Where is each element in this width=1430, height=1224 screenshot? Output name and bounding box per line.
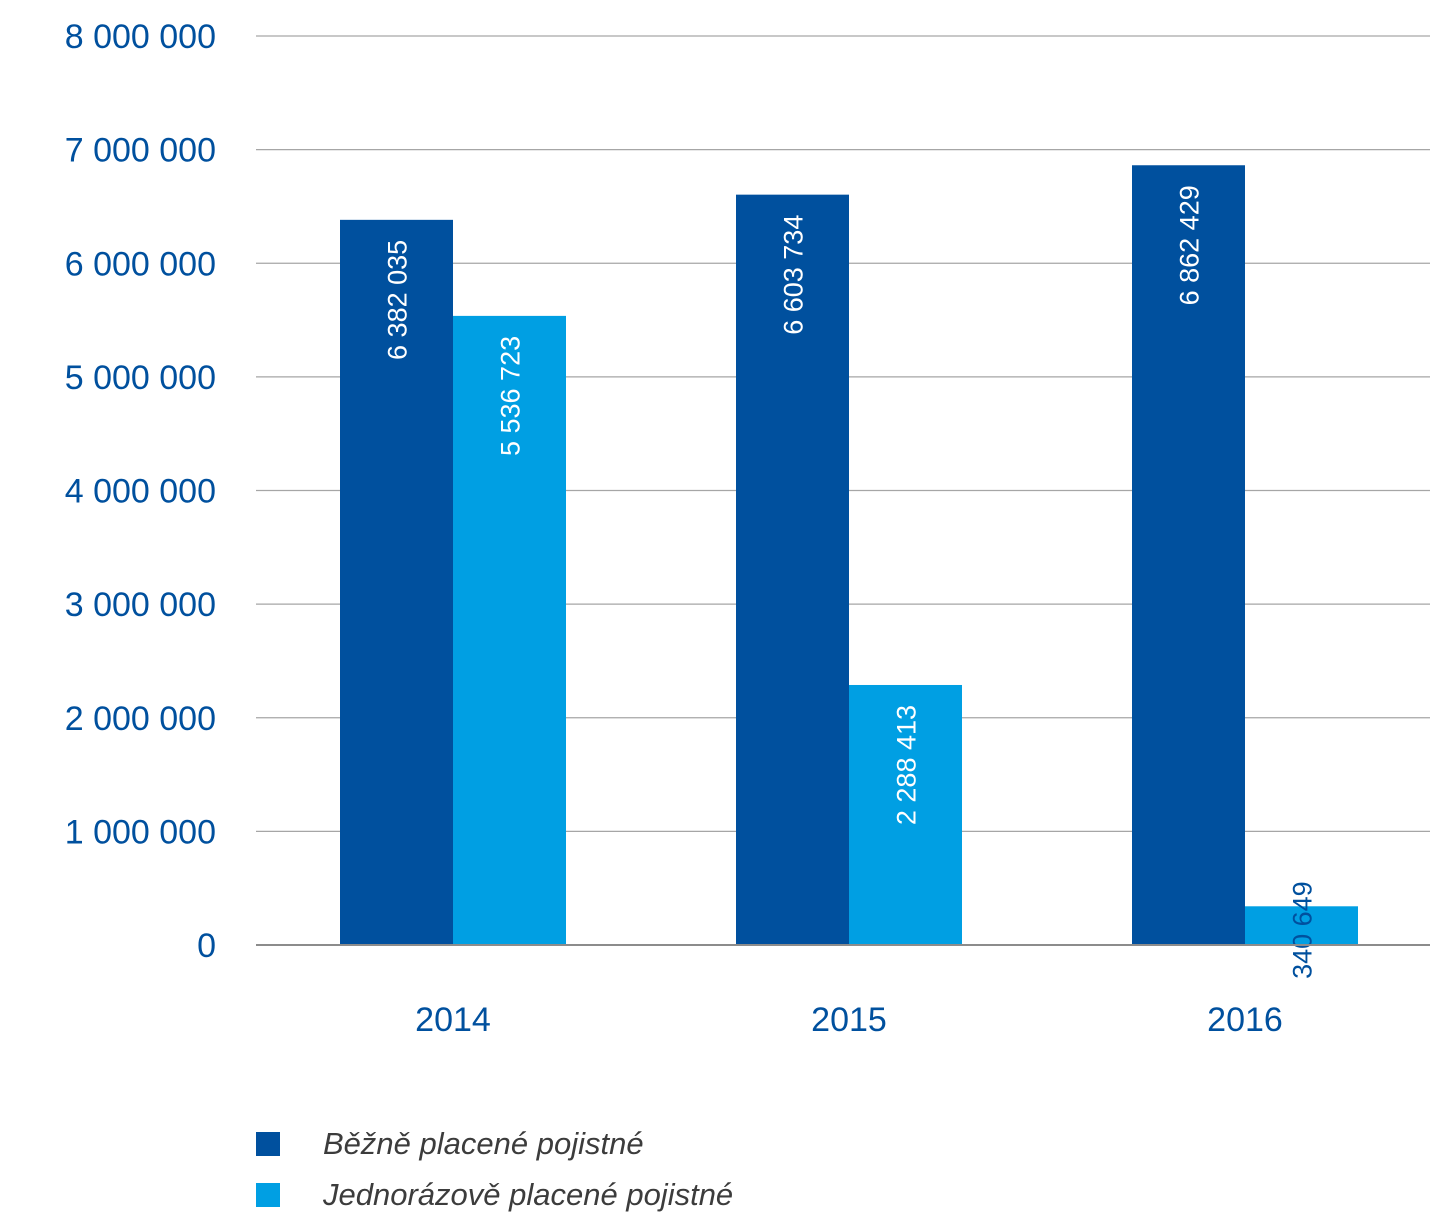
legend-label-series-2: Jednorázově placené pojistné	[323, 1177, 734, 1212]
legend-swatch-series-1	[256, 1132, 280, 1156]
y-tick-label: 2 000 000	[65, 700, 216, 738]
y-tick-label: 0	[197, 927, 216, 965]
y-tick-label: 8 000 000	[65, 18, 216, 56]
bar-series-1-2014	[340, 219, 453, 945]
bar-data-label: 6 603 734	[779, 215, 809, 335]
legend-swatch-series-2	[256, 1183, 280, 1207]
y-tick-label: 3 000 000	[65, 586, 216, 624]
bar-series-2-2014	[453, 315, 566, 945]
bar-data-label: 340 649	[1288, 881, 1318, 979]
bar-series-2-2016	[1245, 906, 1358, 945]
bar-series-1-2016	[1132, 165, 1245, 946]
bar-series-1-2015	[736, 194, 849, 945]
x-tick-label: 2014	[415, 1001, 491, 1039]
y-tick-label: 6 000 000	[65, 245, 216, 283]
bars	[340, 165, 1358, 946]
bar-data-label: 2 288 413	[892, 705, 922, 825]
y-tick-label: 1 000 000	[65, 813, 216, 851]
x-tick-label: 2016	[1207, 1001, 1283, 1039]
y-tick-label: 5 000 000	[65, 359, 216, 397]
y-tick-label: 4 000 000	[65, 473, 216, 511]
legend-label-series-1: Běžně placené pojistné	[323, 1126, 644, 1161]
x-axis-tick-labels: 2014 2015 2016	[415, 1001, 1283, 1039]
bar-series-2-2015	[849, 684, 962, 945]
x-tick-label: 2015	[811, 1001, 887, 1039]
bar-data-label: 6 382 035	[383, 240, 413, 360]
y-tick-label: 7 000 000	[65, 132, 216, 170]
bar-data-labels: 6 382 035 6 603 734 6 862 429 5 536 723 2 28…	[383, 185, 1318, 979]
y-axis-tick-labels: 0 1 000 000 2 000 000 3 000 000 4 000 000 5 0…	[65, 18, 216, 965]
bar-data-label: 6 862 429	[1175, 185, 1205, 305]
bar-data-label: 5 536 723	[496, 336, 526, 456]
